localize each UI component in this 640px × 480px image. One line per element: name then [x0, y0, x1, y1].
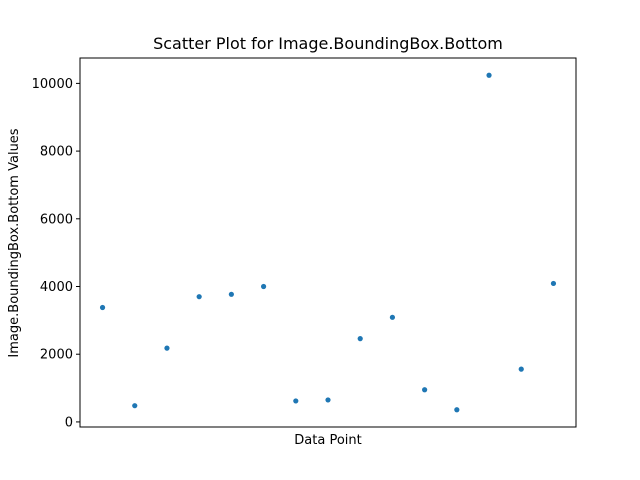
- data-point: [325, 397, 331, 403]
- y-tick-label: 4000: [40, 280, 73, 295]
- data-point: [550, 280, 557, 287]
- y-tick-label: 6000: [40, 212, 73, 227]
- x-axis-label: Data Point: [294, 433, 361, 448]
- data-point: [164, 345, 170, 351]
- y-tick-label: 10000: [32, 77, 73, 92]
- data-point: [260, 283, 267, 290]
- y-axis-label: Image.BoundingBox.Bottom Values: [7, 128, 22, 357]
- plot-frame: [79, 57, 577, 428]
- data-point: [486, 72, 492, 78]
- chart-title: Scatter Plot for Image.BoundingBox.Botto…: [153, 34, 503, 53]
- y-tick-label: 0: [65, 415, 73, 430]
- data-point: [228, 291, 234, 297]
- y-axis-ticks: 0 2000 4000 6000 8000 10000: [32, 77, 80, 430]
- data-point: [132, 403, 138, 409]
- data-point: [99, 304, 106, 311]
- data-point: [389, 314, 396, 320]
- data-point: [357, 336, 363, 342]
- data-points: [99, 72, 557, 413]
- y-tick-label: 8000: [40, 145, 73, 160]
- data-point: [518, 366, 524, 372]
- data-point: [196, 294, 202, 300]
- data-point: [422, 387, 428, 393]
- data-point: [454, 407, 460, 413]
- y-tick-label: 2000: [40, 348, 73, 363]
- data-point: [293, 398, 299, 404]
